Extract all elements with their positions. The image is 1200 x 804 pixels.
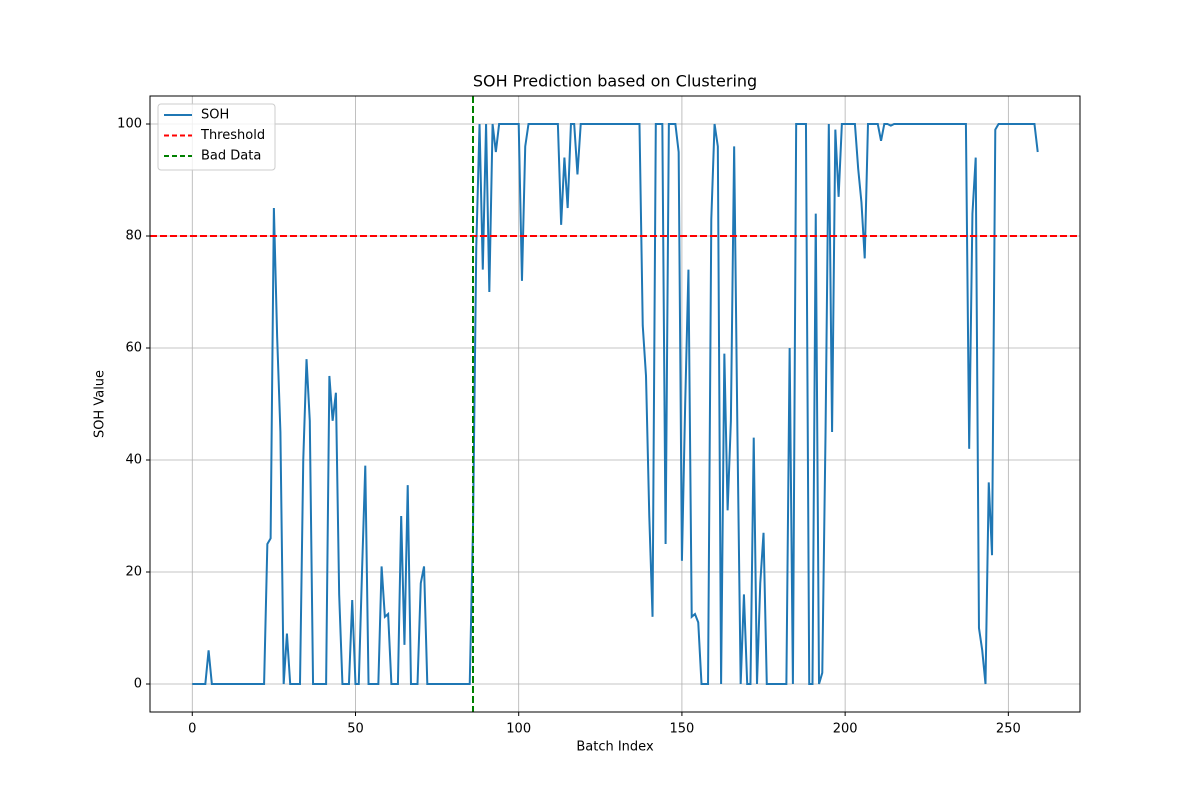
- y-tick-label: 20: [125, 565, 142, 580]
- y-tick-label: 100: [117, 117, 142, 132]
- x-axis-label: Batch Index: [576, 740, 654, 755]
- y-tick-label: 60: [125, 341, 142, 356]
- plot-frame: [149, 95, 1081, 713]
- legend-label: Bad Data: [201, 149, 261, 164]
- x-tick-label: 200: [833, 722, 858, 737]
- x-tick-label: 250: [996, 722, 1021, 737]
- x-tick-label: 150: [670, 722, 695, 737]
- x-tick-label: 50: [347, 722, 364, 737]
- y-axis-label: SOH Value: [93, 370, 108, 438]
- y-tick-label: 0: [134, 677, 142, 692]
- x-tick-label: 0: [188, 722, 196, 737]
- legend-label: SOH: [201, 108, 229, 123]
- x-tick-label: 100: [506, 722, 531, 737]
- legend-label: Threshold: [200, 128, 265, 143]
- y-tick-label: 80: [125, 229, 142, 244]
- chart-title: SOH Prediction based on Clustering: [473, 72, 757, 91]
- legend-box: [157, 103, 276, 171]
- data-line: [192, 123, 1039, 685]
- y-tick-label: 40: [125, 453, 142, 468]
